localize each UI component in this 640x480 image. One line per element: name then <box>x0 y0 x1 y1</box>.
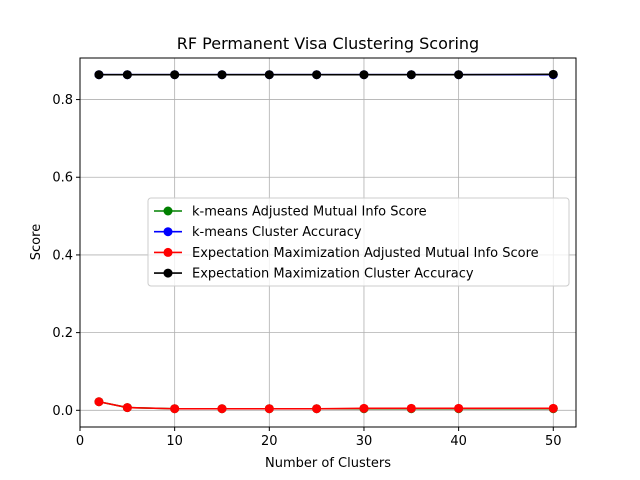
data-point <box>264 404 274 414</box>
data-point <box>312 70 322 80</box>
data-point <box>359 70 369 80</box>
legend: k-means Adjusted Mutual Info Score k-mean… <box>147 197 570 287</box>
series-line <box>98 400 554 410</box>
data-point <box>170 70 180 80</box>
chart-title: RF Permanent Visa Clustering Scoring <box>177 34 479 53</box>
x-tick-label: 20 <box>261 434 278 449</box>
x-tick-label: 0 <box>76 434 84 449</box>
y-tick-label: 0.2 <box>52 326 73 341</box>
data-point <box>406 403 416 413</box>
data-point <box>217 404 227 414</box>
data-point <box>170 404 180 414</box>
legend-marker <box>163 227 173 237</box>
legend-box <box>147 197 570 287</box>
x-axis: 0 10 20 30 40 50 <box>76 427 562 449</box>
legend-entry: Expectation Maximization Cluster Accurac… <box>154 267 474 282</box>
x-axis-label: Number of Clusters <box>265 456 391 471</box>
x-tick-label: 30 <box>356 434 373 449</box>
series-group <box>94 69 558 414</box>
data-point <box>94 70 104 80</box>
data-point <box>454 70 464 80</box>
data-point <box>454 403 464 413</box>
plot-frame <box>79 57 577 428</box>
y-tick-label: 0.4 <box>52 248 73 263</box>
legend-label: k-means Cluster Accuracy <box>192 225 362 240</box>
data-point <box>548 403 558 413</box>
data-point <box>548 69 558 79</box>
y-tick-label: 0.0 <box>52 404 73 419</box>
legend-label: Expectation Maximization Cluster Accurac… <box>192 267 474 282</box>
data-point <box>122 70 132 80</box>
data-point <box>406 70 416 80</box>
data-point <box>312 404 322 414</box>
legend-label: Expectation Maximization Adjusted Mutual… <box>192 246 539 261</box>
series-4 <box>94 69 558 80</box>
y-tick-label: 0.6 <box>52 171 73 186</box>
x-tick-label: 40 <box>450 434 467 449</box>
y-tick-label: 0.8 <box>52 93 73 108</box>
x-tick-label: 50 <box>545 434 562 449</box>
data-point <box>217 70 227 80</box>
x-tick-label: 10 <box>166 434 183 449</box>
legend-marker <box>163 268 173 278</box>
legend-label: k-means Adjusted Mutual Info Score <box>192 205 427 220</box>
y-axis: 0.0 0.2 0.4 0.6 0.8 <box>52 93 80 419</box>
data-point <box>359 403 369 413</box>
legend-marker <box>163 247 173 257</box>
legend-marker <box>163 206 173 216</box>
legend-entry: k-means Adjusted Mutual Info Score <box>154 205 427 220</box>
legend-entry: k-means Cluster Accuracy <box>154 225 362 240</box>
data-point <box>94 397 104 407</box>
series-3 <box>94 397 558 414</box>
data-point <box>264 70 274 80</box>
y-axis-label: Score <box>29 224 44 260</box>
data-point <box>122 403 132 413</box>
legend-entry: Expectation Maximization Adjusted Mutual… <box>154 246 539 261</box>
